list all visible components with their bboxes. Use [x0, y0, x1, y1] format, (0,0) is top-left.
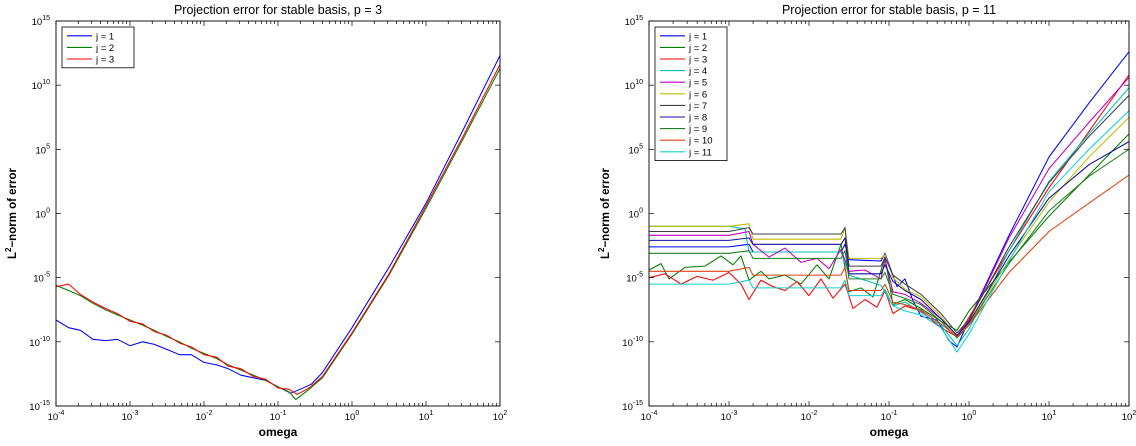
- legend-entry: j = 5: [688, 78, 707, 89]
- legend-entry: j = 1: [95, 31, 114, 42]
- x-tick-label: 10-2: [801, 410, 818, 423]
- y-tick-label: 1015: [625, 15, 643, 28]
- x-tick-label: 101: [419, 410, 434, 423]
- legend-entry: j = 7: [688, 101, 707, 112]
- y-tick-label: 10-15: [29, 400, 50, 413]
- x-axis-label: omega: [870, 425, 909, 439]
- legend-entry: j = 2: [95, 43, 114, 54]
- x-tick-label: 102: [493, 410, 508, 423]
- series-line-j2: [56, 68, 500, 401]
- x-tick-label: 10-2: [196, 410, 213, 423]
- y-tick-label: 1010: [625, 79, 643, 92]
- legend-entry: j = 3: [95, 55, 114, 66]
- y-axis-label: L2−norm of error: [4, 167, 19, 259]
- series-line-j8: [649, 141, 1129, 336]
- legend: j = 1j = 2j = 3: [61, 26, 135, 69]
- x-tick-label: 10-4: [48, 410, 65, 423]
- y-tick-label: 10-10: [622, 336, 643, 349]
- series-group: [56, 55, 500, 401]
- legend-entry: j = 2: [688, 43, 707, 54]
- series-line-j11: [649, 110, 1129, 353]
- x-tick-label: 101: [1042, 410, 1057, 423]
- series-line-j6: [649, 116, 1129, 338]
- chart-title: Projection error for stable basis, p = 1…: [782, 3, 996, 17]
- legend-entry: j = 6: [688, 89, 707, 100]
- chart-panel-2: 10-4 10-3 10-2 10-1 100 101 102 10-15 10-10 10-5 1…: [597, 3, 1136, 439]
- x-tick-label: 10-1: [881, 410, 898, 423]
- y-tick-label: 100: [629, 208, 644, 221]
- y-tick-label: 1015: [32, 15, 50, 28]
- y-tick-label: 10-10: [29, 336, 50, 349]
- legend-entry: j = 3: [688, 55, 707, 66]
- x-tick-label: 100: [345, 410, 360, 423]
- y-tick-label: 10-5: [626, 272, 643, 285]
- series-line-j3: [56, 64, 500, 395]
- series-line-j1: [56, 55, 500, 394]
- y-tick-label: 1010: [32, 79, 50, 92]
- axes-box: [55, 20, 501, 407]
- legend-entry: j = 8: [688, 113, 707, 124]
- y-tick-label: 10-15: [622, 400, 643, 413]
- legend-entry: j = 4: [688, 66, 707, 77]
- legend-entry: j = 1: [688, 31, 707, 42]
- x-tick-label: 10-4: [641, 410, 658, 423]
- legend-entry: j = 10: [688, 136, 713, 147]
- y-axis-label: L2−norm of error: [597, 167, 612, 259]
- x-tick-label: 100: [962, 410, 977, 423]
- y-tick-label: 10-5: [33, 272, 50, 285]
- x-axis-label: omega: [259, 425, 298, 439]
- y-tick-label: 100: [36, 208, 51, 221]
- x-tick-label: 10-3: [721, 410, 738, 423]
- series-group: [649, 51, 1129, 353]
- series-line-j2: [649, 133, 1129, 331]
- y-tick-label: 105: [629, 143, 644, 156]
- x-tick-label: 10-1: [270, 410, 287, 423]
- legend: j = 1j = 2j = 3j = 4j = 5j = 6j = 7j = 8…: [654, 26, 728, 162]
- y-tick-label: 105: [36, 143, 51, 156]
- chart-panel-1: 10-4 10-3 10-2 10-1 100 101 102 10-15 10-10 10-5 1…: [4, 3, 507, 439]
- x-tick-label: 10-3: [122, 410, 139, 423]
- x-tick-label: 102: [1122, 410, 1136, 423]
- series-line-j10: [649, 174, 1129, 338]
- chart-title: Projection error for stable basis, p = 3: [174, 3, 382, 17]
- legend-entry: j = 9: [688, 124, 707, 135]
- legend-entry: j = 11: [688, 147, 712, 158]
- series-line-j9: [649, 148, 1129, 339]
- series-line-j7: [649, 95, 1129, 334]
